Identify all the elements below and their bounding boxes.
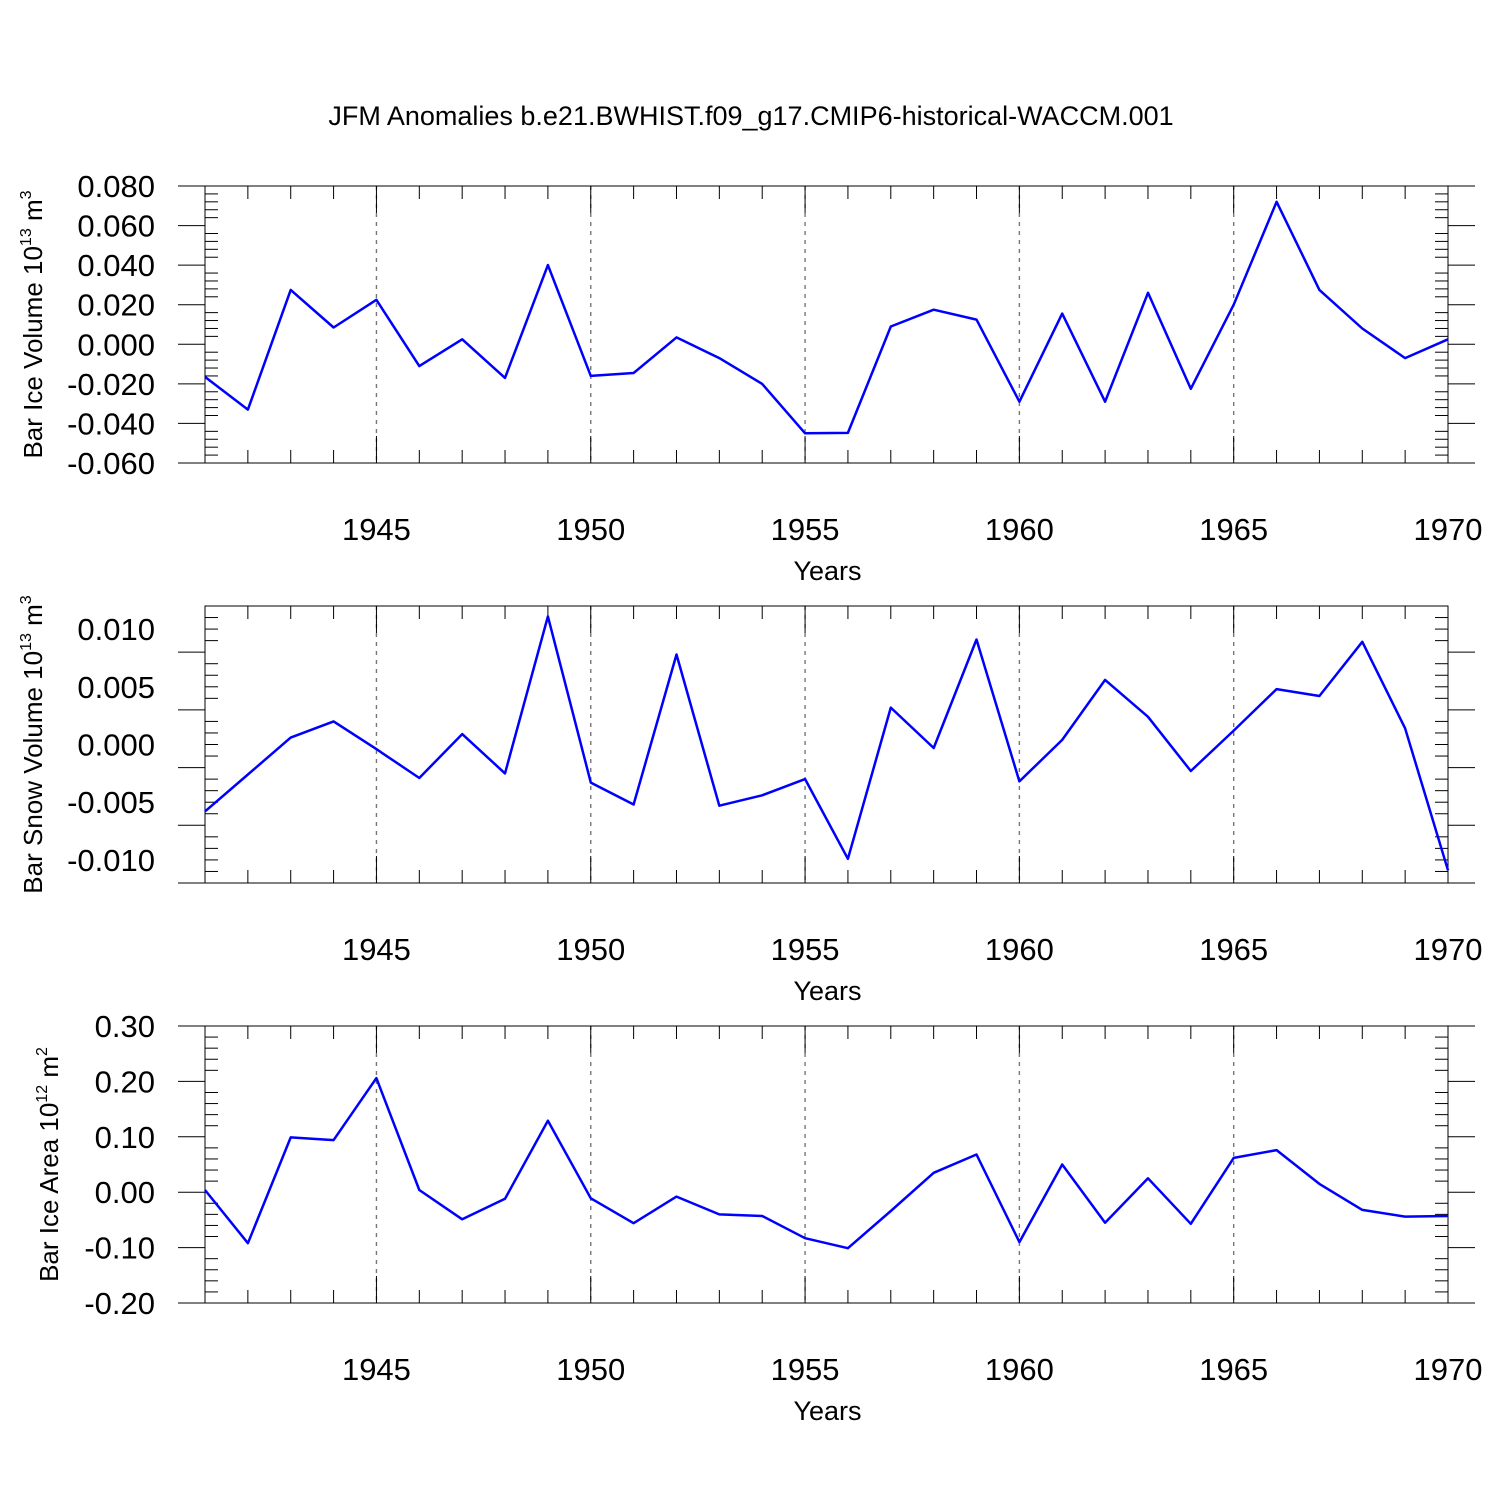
y-axis-title: Bar Ice Volume 1013 m3 (18, 190, 48, 458)
plot-frame (204, 1025, 1449, 1304)
y-axis-title-part: Bar Ice Volume 10 (18, 246, 48, 458)
y-tick-label: 0.040 (77, 248, 155, 283)
x-tick-label: 1965 (1199, 1352, 1268, 1387)
x-tick-label: 1955 (771, 932, 840, 967)
y-axis-title-sup: 3 (18, 595, 35, 604)
y-tick-label: 0.010 (77, 612, 155, 647)
y-tick-label: 0.00 (95, 1175, 155, 1210)
y-axis-title-sup: 13 (18, 228, 35, 246)
x-axis-title: Years (793, 1396, 861, 1426)
x-tick-label: 1955 (771, 512, 840, 547)
y-tick-label: -0.020 (67, 367, 155, 402)
panel-1: -0.060 -0.040 -0.020 0.000 0.020 0.040 0.060 0.… (18, 169, 1482, 586)
x-tick-label: 1960 (985, 1352, 1054, 1387)
y-tick-label: -0.040 (67, 406, 155, 441)
y-tick-label: -0.005 (67, 785, 155, 820)
y-axis-title: Bar Snow Volume 1013 m3 (18, 595, 48, 894)
y-tick-label: 0.060 (77, 209, 155, 244)
y-tick-label: 0.020 (77, 288, 155, 323)
x-tick-label: 1945 (342, 932, 411, 967)
panel-2: -0.010 -0.005 0.000 0.005 0.010 1945 1950 1955 1… (18, 595, 1482, 1006)
y-tick-label: 0.000 (77, 327, 155, 362)
y-axis-title-part: m (18, 604, 48, 633)
series-line (204, 1076, 1449, 1250)
x-tick-label: 1950 (556, 512, 625, 547)
y-axis-title-sup: 13 (18, 633, 35, 651)
y-tick-label: 0.30 (95, 1009, 155, 1044)
y-tick-label: 0.080 (77, 169, 155, 204)
x-tick-label: 1970 (1414, 512, 1483, 547)
y-axis-title-sup: 12 (34, 1085, 51, 1103)
x-tick-label: 1970 (1414, 932, 1483, 967)
y-tick-label: 0.000 (77, 728, 155, 763)
x-tick-label: 1970 (1414, 1352, 1483, 1387)
x-tick-label: 1950 (556, 1352, 625, 1387)
x-tick-label: 1960 (985, 512, 1054, 547)
y-axis-title-part: Bar Ice Area 10 (34, 1103, 64, 1282)
y-axis-title-part: m (34, 1056, 64, 1085)
series-line (204, 200, 1449, 435)
y-axis-title: Bar Ice Area 1012 m2 (34, 1047, 64, 1282)
y-tick-label: 0.005 (77, 670, 155, 705)
plot-frame (204, 185, 1449, 464)
y-axis-title-sup: 2 (34, 1047, 51, 1056)
x-tick-label: 1960 (985, 932, 1054, 967)
panel-3: -0.20 -0.10 0.00 0.10 0.20 0.30 1945 1950 1955 19… (34, 1009, 1482, 1426)
x-tick-label: 1965 (1199, 932, 1268, 967)
x-axis-title: Years (793, 976, 861, 1006)
y-tick-label: -0.10 (84, 1231, 155, 1266)
plot-frame (204, 605, 1449, 884)
y-axis-title-part: Bar Snow Volume 10 (18, 651, 48, 894)
x-tick-label: 1965 (1199, 512, 1268, 547)
chart-title: JFM Anomalies b.e21.BWHIST.f09_g17.CMIP6… (328, 101, 1173, 131)
y-axis-title-sup: 3 (18, 190, 35, 199)
y-tick-label: 0.20 (95, 1064, 155, 1099)
x-tick-label: 1950 (556, 932, 625, 967)
x-tick-label: 1945 (342, 512, 411, 547)
series-line (204, 615, 1450, 871)
x-tick-label: 1955 (771, 1352, 840, 1387)
x-axis-title: Years (793, 556, 861, 586)
y-axis-title-part: m (18, 199, 48, 228)
x-tick-label: 1945 (342, 1352, 411, 1387)
y-tick-label: -0.20 (84, 1286, 155, 1321)
y-tick-label: -0.060 (67, 446, 155, 481)
y-tick-label: 0.10 (95, 1120, 155, 1155)
y-tick-label: -0.010 (67, 843, 155, 878)
